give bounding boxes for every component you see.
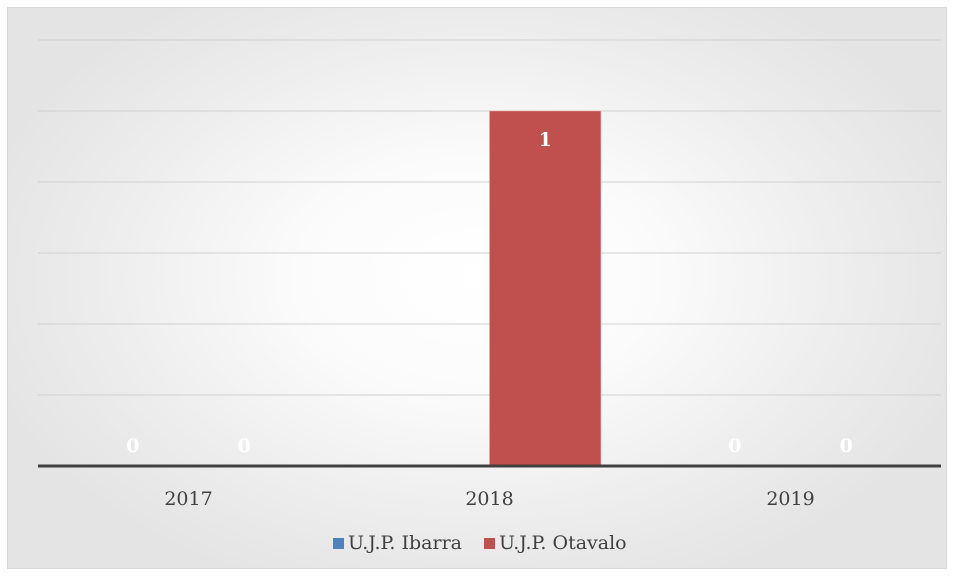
bar-chart: 0 0 1 0 0 2017 2018 2019 U.J.P. Ibarra U.J.P. O… xyxy=(38,39,941,554)
legend-swatch-u-j-p-otavalo xyxy=(484,538,495,549)
legend: U.J.P. Ibarra U.J.P. Otavalo xyxy=(333,532,627,554)
x-tick-label-2017: 2017 xyxy=(164,488,212,510)
bars xyxy=(489,110,602,467)
x-tick-label-2019: 2019 xyxy=(766,488,814,510)
x-tick-label-2018: 2018 xyxy=(465,488,513,510)
data-label-u-j-p-otavalo-2017: 0 xyxy=(238,435,251,457)
legend-swatch-u-j-p-ibarra xyxy=(333,538,344,549)
data-labels: 0 0 1 0 0 xyxy=(126,129,853,457)
bar-u-j-p-otavalo-2018 xyxy=(489,110,602,467)
data-label-u-j-p-ibarra-2019: 0 xyxy=(728,435,741,457)
legend-label-u-j-p-otavalo: U.J.P. Otavalo xyxy=(499,532,627,554)
data-label-u-j-p-otavalo-2018: 1 xyxy=(539,129,552,151)
legend-label-u-j-p-ibarra: U.J.P. Ibarra xyxy=(348,532,462,554)
data-label-u-j-p-ibarra-2017: 0 xyxy=(126,435,139,457)
data-label-u-j-p-otavalo-2019: 0 xyxy=(840,435,853,457)
chart-frame: 0 0 1 0 0 2017 2018 2019 U.J.P. Ibarra U.J.P. O… xyxy=(7,7,947,569)
x-axis-ticks: 2017 2018 2019 xyxy=(164,488,814,510)
